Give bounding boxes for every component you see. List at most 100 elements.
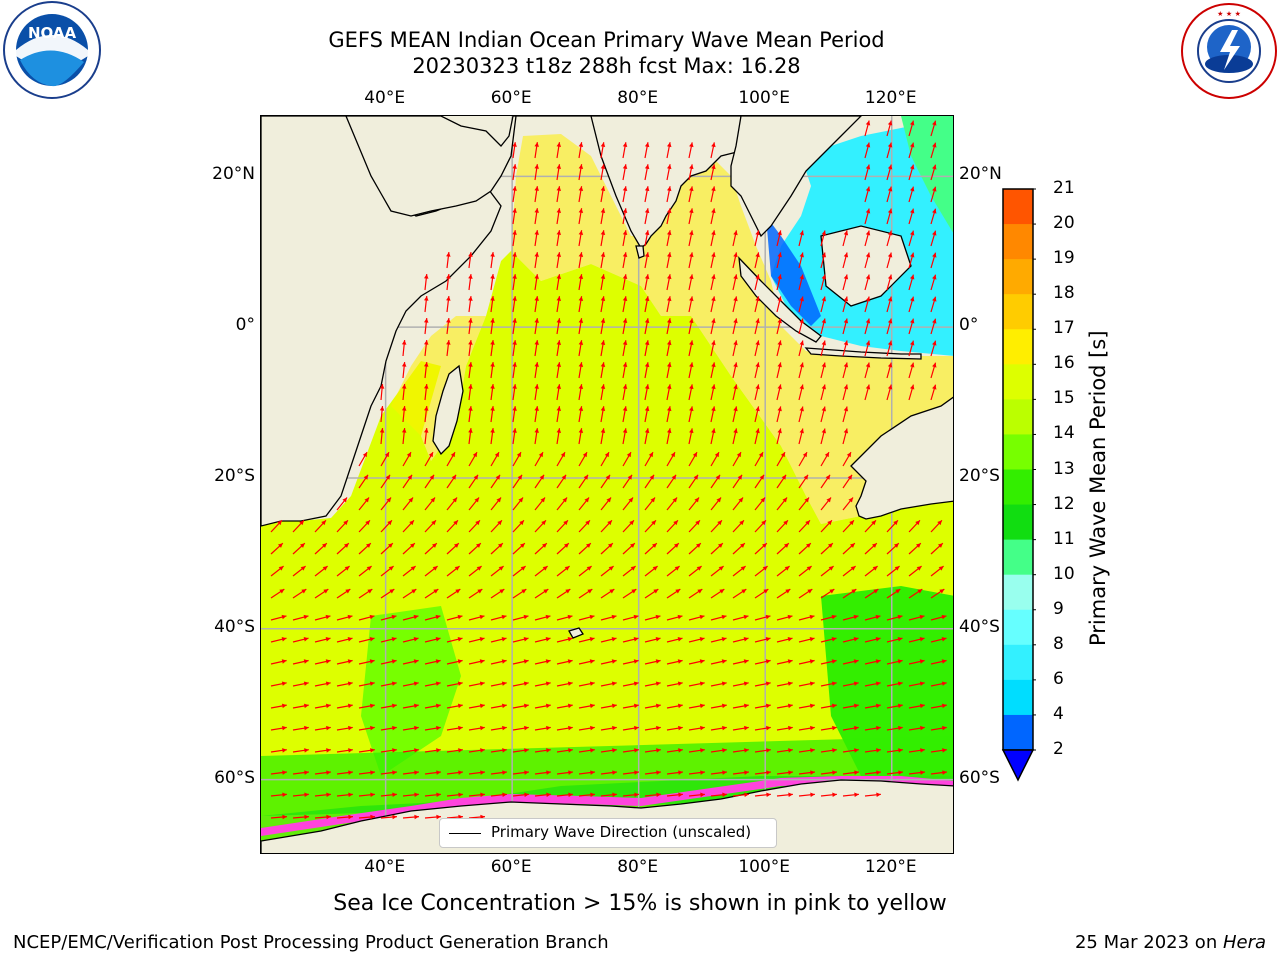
wave-direction-arrowhead: [854, 792, 859, 798]
wave-direction-arrowhead: [369, 659, 375, 664]
wave-direction-arrowhead: [777, 230, 782, 236]
wave-direction-arrowhead: [622, 164, 628, 170]
wave-direction-arrowhead: [480, 748, 485, 753]
wave-direction-arrowhead: [849, 543, 855, 548]
wave-direction-arrowhead: [689, 164, 694, 170]
wave-direction-arrowhead: [534, 208, 539, 213]
wave-direction-arrowhead: [909, 274, 915, 280]
wave-direction-arrowhead: [534, 296, 539, 301]
wave-direction-arrowhead: [543, 589, 549, 594]
wave-direction-arrowhead: [523, 614, 529, 620]
wave-direction-arrowhead: [627, 474, 633, 480]
wave-direction-arrowhead: [524, 725, 529, 731]
wave-direction-arrowhead: [534, 318, 539, 323]
wave-direction-arrowhead: [560, 452, 565, 458]
colorbar-bin: [1003, 364, 1033, 400]
wave-direction-arrowhead: [468, 340, 473, 345]
wave-direction-arrowhead: [453, 520, 458, 526]
wave-direction-arrowhead: [568, 748, 573, 753]
wave-direction-arrowhead: [534, 362, 539, 367]
wave-direction-arrowhead: [534, 164, 539, 169]
wave-direction-arrowhead: [827, 520, 832, 526]
wave-direction-arrowhead: [831, 637, 837, 642]
wave-direction-arrowhead: [468, 318, 473, 323]
wave-direction-arrowhead: [715, 474, 721, 480]
lon-tick-label-top: 120°E: [864, 88, 917, 108]
wave-direction-arrowhead: [909, 142, 915, 148]
wave-direction-arrowhead: [849, 520, 854, 526]
wave-direction-arrowhead: [633, 659, 639, 664]
wave-direction-arrowhead: [600, 362, 606, 368]
wave-direction-arrowhead: [589, 659, 595, 664]
wave-direction-arrowhead: [666, 186, 672, 192]
wave-direction-arrowhead: [865, 230, 871, 236]
wave-direction-arrowhead: [832, 770, 837, 775]
wave-direction-arrowhead: [824, 452, 829, 458]
colorbar-bin: [1003, 224, 1033, 260]
wave-direction-arrowhead: [556, 384, 562, 389]
wave-direction-arrowhead: [473, 474, 479, 480]
wave-direction-arrowhead: [809, 659, 815, 664]
wave-direction-arrowhead: [578, 208, 584, 213]
wave-direction-arrowhead: [446, 318, 451, 323]
wave-direction-arrowhead: [281, 659, 287, 664]
wave-direction-arrowhead: [348, 748, 353, 753]
wave-direction-arrowhead: [468, 296, 473, 301]
wave-direction-arrowhead: [512, 318, 517, 323]
wave-direction-arrowhead: [699, 703, 705, 709]
wave-direction-arrowhead: [540, 497, 546, 503]
wave-direction-arrowhead: [622, 296, 628, 302]
wave-direction-arrowhead: [744, 770, 749, 775]
chart-subtitle: 20230323 t18z 288h fcst Max: 16.28: [412, 54, 801, 78]
wave-direction-arrowhead: [739, 543, 745, 548]
wave-direction-arrowhead: [477, 589, 483, 594]
wave-direction-arrowhead: [700, 770, 705, 775]
wave-direction-arrowhead: [671, 474, 677, 480]
wave-direction-arrowhead: [600, 230, 606, 236]
wave-direction-arrowhead: [424, 274, 429, 279]
wave-direction-arrowhead: [777, 318, 782, 324]
wave-direction-arrowhead: [887, 186, 893, 192]
wave-direction-arrowhead: [780, 452, 785, 458]
wave-direction-arrowhead: [524, 748, 529, 753]
wave-direction-arrowhead: [799, 318, 804, 324]
colorbar-bin: [1003, 679, 1033, 716]
wave-direction-arrowhead: [941, 703, 947, 709]
wave-direction-arrowhead: [738, 497, 744, 503]
colorbar-tick-label: 12: [1053, 493, 1075, 514]
wave-direction-arrowhead: [853, 703, 859, 709]
wave-direction-arrowhead: [695, 520, 700, 526]
colorbar-tick-label: 4: [1053, 703, 1064, 724]
colorbar-bin: [1003, 189, 1033, 225]
wave-direction-arrowhead: [810, 792, 815, 798]
wave-direction-arrowhead: [831, 614, 837, 620]
wave-direction-arrowhead: [733, 384, 738, 390]
wave-direction-arrowhead: [755, 230, 760, 236]
wave-direction-arrowhead: [644, 252, 650, 258]
wave-direction-arrowhead: [666, 406, 672, 412]
wave-direction-arrowhead: [454, 566, 460, 571]
wave-direction-arrowhead: [755, 296, 760, 302]
wave-direction-arrowhead: [479, 614, 485, 620]
wave-direction-arrowhead: [653, 589, 659, 594]
wave-direction-arrowhead: [611, 614, 617, 620]
wave-direction-arrowhead: [689, 142, 694, 148]
wave-direction-arrowhead: [699, 637, 705, 642]
wave-direction-arrowhead: [799, 406, 804, 412]
wave-direction-arrowhead: [605, 474, 611, 480]
wave-direction-arrowhead: [865, 362, 871, 368]
wave-direction-arrowhead: [711, 362, 716, 368]
wave-direction-arrowhead: [865, 142, 871, 148]
wave-direction-arrowhead: [348, 725, 353, 731]
wave-direction-arrowhead: [578, 186, 584, 191]
wave-direction-arrowhead: [387, 520, 392, 526]
wave-direction-arrowhead: [578, 296, 584, 301]
wave-direction-arrowhead: [916, 566, 922, 571]
wave-direction-arrowhead: [282, 725, 287, 731]
wave-direction-arrowhead: [494, 452, 499, 458]
wave-direction-arrowhead: [435, 637, 441, 642]
noaa-logo-text: NOAA: [28, 24, 77, 42]
wave-direction-arrowhead: [629, 520, 634, 526]
wave-direction-arrowhead: [468, 274, 473, 279]
wave-direction-arrowhead: [854, 725, 859, 731]
